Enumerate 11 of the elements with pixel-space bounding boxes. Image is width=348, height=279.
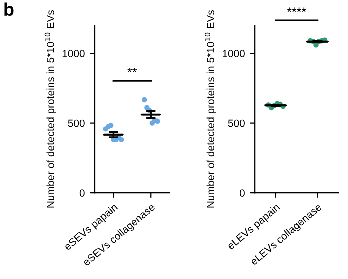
- y-tick-label: 1000: [222, 50, 245, 58]
- y-tick-label: 1000: [62, 50, 85, 58]
- y-tick-label: 500: [228, 120, 245, 128]
- y-tick-label: 0: [240, 190, 245, 197]
- y-axis-title: Number of detected proteins in 5*10$^{10}$ EVs: [44, 10, 56, 208]
- text: ****: [287, 8, 306, 12]
- y-axis-title: Number of detected proteins in 5*10$^{10}$ EVs: [204, 10, 217, 208]
- y-tick-label: 0: [80, 190, 85, 197]
- y-tick-label: 500: [68, 120, 85, 128]
- annotation: **: [128, 68, 138, 72]
- text: b: [4, 2, 14, 16]
